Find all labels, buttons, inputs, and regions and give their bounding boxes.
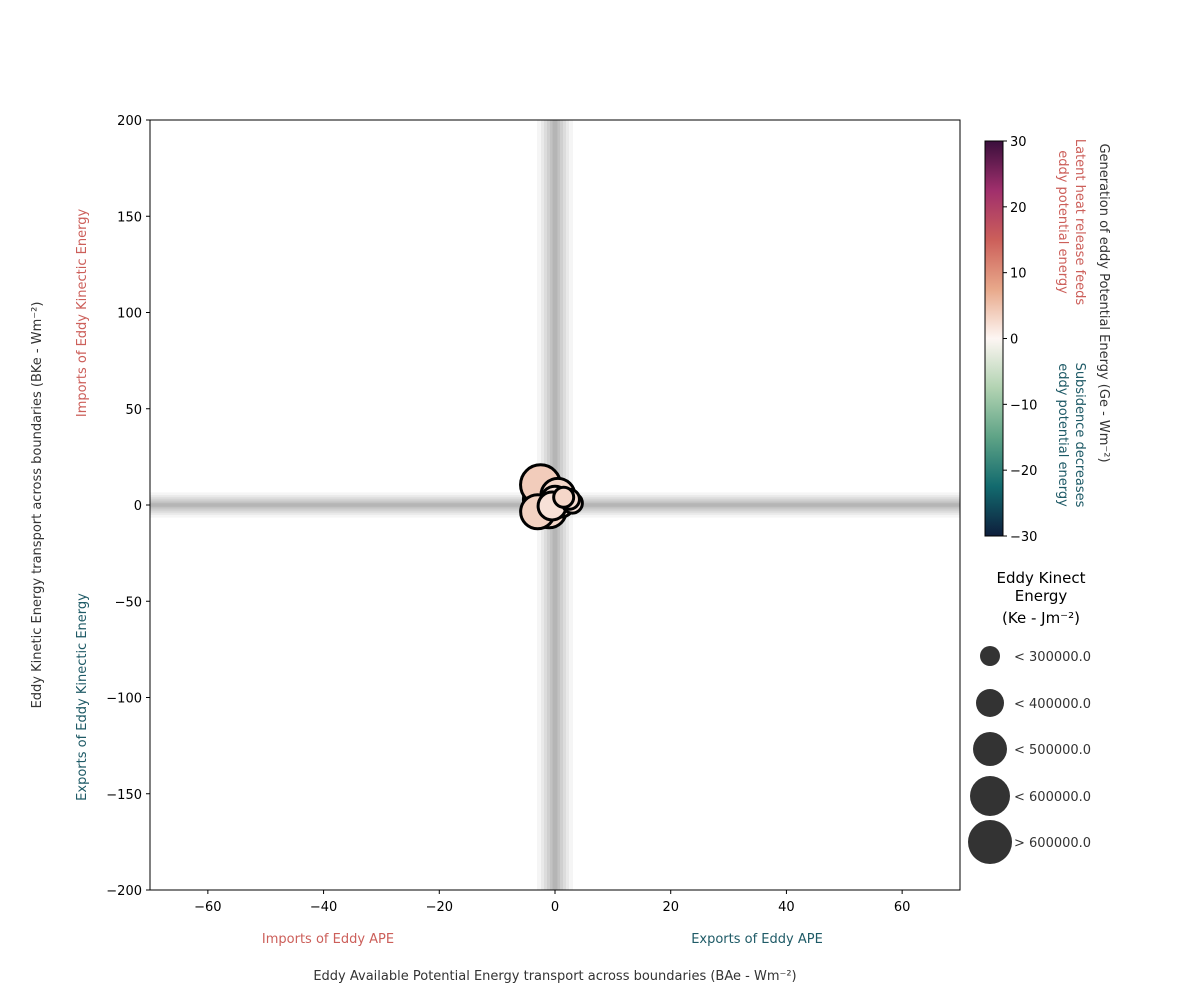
y-tick-label: −100 bbox=[106, 692, 142, 707]
size-legend-marker bbox=[968, 820, 1012, 864]
size-legend-marker bbox=[980, 646, 1000, 666]
x-tick-label: −40 bbox=[310, 900, 337, 915]
size-legend-label: > 600000.0 bbox=[1014, 836, 1091, 851]
x-tick-label: 40 bbox=[778, 900, 795, 915]
colorbar-negative-line-2: eddy potential energy bbox=[1055, 363, 1070, 507]
colorbar bbox=[984, 140, 1004, 537]
size-legend-title-line-3: (Ke - Jm⁻²) bbox=[1002, 609, 1080, 627]
colorbar-negative-annotation: Subsidence decreases eddy potential ener… bbox=[1055, 363, 1087, 508]
size-legend-marker bbox=[973, 732, 1007, 766]
y-tick-label: −200 bbox=[106, 884, 142, 899]
x-tick-label: 60 bbox=[894, 900, 911, 915]
size-legend-label: < 300000.0 bbox=[1014, 650, 1091, 665]
y-tick-label: −150 bbox=[106, 788, 142, 803]
size-legend-label: < 600000.0 bbox=[1014, 790, 1091, 805]
colorbar-title: Generation of eddy Potential Energy (Ge … bbox=[1096, 143, 1111, 462]
colorbar-positive-annotation: Latent heat release feeds eddy potential… bbox=[1055, 139, 1087, 306]
colorbar-tick-label: −30 bbox=[1010, 530, 1037, 545]
colorbar-tick-label: 10 bbox=[1010, 267, 1027, 282]
colorbar-positive-line-1: Latent heat release feeds bbox=[1072, 139, 1087, 306]
size-legend-label: < 500000.0 bbox=[1014, 743, 1091, 758]
y-positive-annotation: Imports of Eddy Kinectic Energy bbox=[75, 209, 90, 418]
colorbar-tick-label: −10 bbox=[1010, 398, 1037, 413]
x-tick-label: 0 bbox=[551, 900, 559, 915]
size-legend: Eddy Kinect Energy (Ke - Jm⁻²) < 300000.… bbox=[968, 569, 1091, 864]
y-negative-annotation: Exports of Eddy Kinectic Energy bbox=[75, 593, 90, 801]
y-tick-label: 0 bbox=[134, 499, 142, 514]
size-legend-title-line-2: Energy bbox=[1015, 587, 1068, 605]
size-legend-label: < 400000.0 bbox=[1014, 697, 1091, 712]
x-tick-label: −60 bbox=[194, 900, 221, 915]
colorbar-tick-label: 0 bbox=[1010, 333, 1018, 348]
y-tick-label: 50 bbox=[125, 403, 142, 418]
y-axis-ticks: −200 −150 −100 −50 0 50 100 150 200 bbox=[106, 114, 150, 899]
y-tick-label: 150 bbox=[117, 210, 142, 225]
colorbar-ticks: 30 20 10 0 −10 −20 −30 bbox=[1003, 135, 1037, 545]
colorbar-tick-label: 30 bbox=[1010, 135, 1027, 150]
x-tick-label: 20 bbox=[662, 900, 679, 915]
y-axis-label: Eddy Kinetic Energy transport across bou… bbox=[30, 302, 45, 709]
size-legend-marker bbox=[976, 689, 1004, 717]
x-positive-annotation: Exports of Eddy APE bbox=[691, 932, 823, 947]
y-tick-label: 100 bbox=[117, 307, 142, 322]
size-legend-title-line-1: Eddy Kinect bbox=[996, 569, 1085, 587]
colorbar-positive-line-2: eddy potential energy bbox=[1055, 150, 1070, 294]
colorbar-tick-label: 20 bbox=[1010, 201, 1027, 216]
y-tick-label: 200 bbox=[117, 114, 142, 129]
x-axis-ticks: −60 −40 −20 0 20 40 60 bbox=[194, 890, 910, 915]
scatter-point bbox=[552, 485, 576, 509]
size-legend-marker bbox=[970, 776, 1010, 816]
x-axis-label: Eddy Available Potential Energy transpor… bbox=[313, 969, 796, 984]
colorbar-tick-label: −20 bbox=[1010, 464, 1037, 479]
colorbar-negative-line-1: Subsidence decreases bbox=[1072, 363, 1087, 508]
y-tick-label: −50 bbox=[115, 595, 142, 610]
scatter-markers bbox=[519, 463, 584, 531]
x-tick-label: −20 bbox=[426, 900, 453, 915]
x-negative-annotation: Imports of Eddy APE bbox=[262, 932, 394, 947]
